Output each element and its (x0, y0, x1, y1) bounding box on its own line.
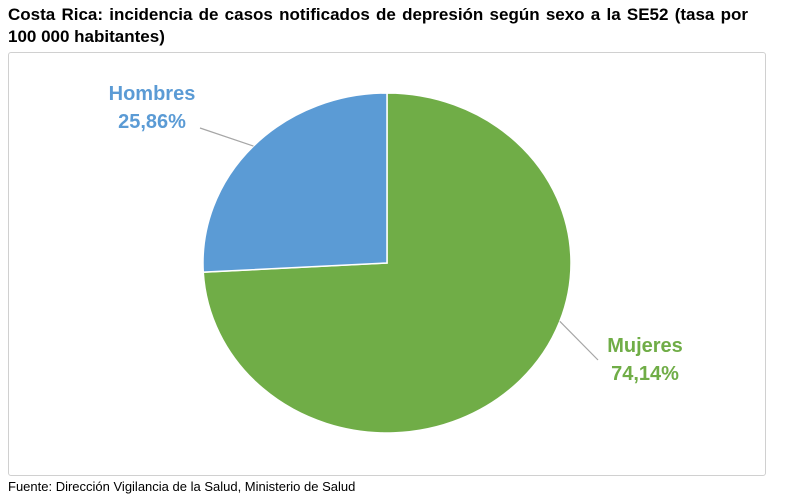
slice-label-mujeres: Mujeres (607, 335, 683, 357)
leader-line-mujeres (559, 320, 599, 361)
chart-title: Costa Rica: incidencia de casos notifica… (8, 5, 748, 46)
source-note: Fuente: Dirección Vigilancia de la Salud… (8, 479, 356, 494)
slice-value-mujeres: 74,14% (611, 363, 679, 385)
leader-line-hombres (199, 127, 254, 147)
slice-label-hombres: Hombres (109, 83, 196, 105)
pie-slice-hombres (202, 92, 388, 273)
slice-value-hombres: 25,86% (118, 111, 186, 133)
